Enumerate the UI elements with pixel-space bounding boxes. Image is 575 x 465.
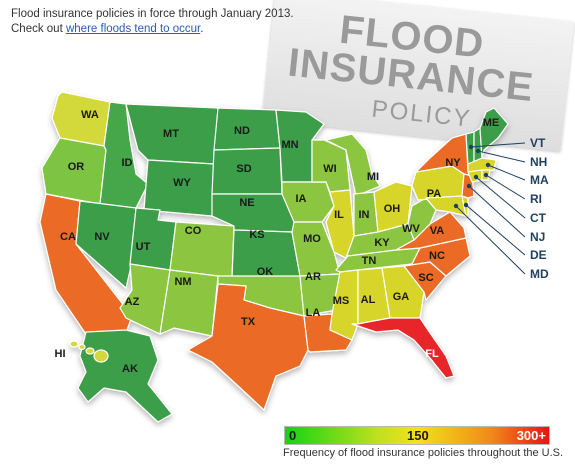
label-wa: WA xyxy=(81,109,99,121)
state-ak xyxy=(77,329,173,423)
label-mn: MN xyxy=(281,139,298,151)
state-mi xyxy=(325,133,381,197)
label-wi: WI xyxy=(323,163,336,175)
label-hi: HI xyxy=(55,348,66,360)
label-tx: TX xyxy=(241,316,256,328)
label-nd: ND xyxy=(234,125,250,137)
label-tn: TN xyxy=(362,255,377,267)
callout-nh: NH xyxy=(530,155,547,169)
state-fl xyxy=(351,317,455,379)
callout-ri: RI xyxy=(530,192,542,206)
callout-ct: CT xyxy=(530,211,547,225)
label-nv: NV xyxy=(94,231,110,243)
callout-vt: VT xyxy=(530,136,546,150)
legend-min-label: 0 xyxy=(289,428,297,443)
label-ky: KY xyxy=(374,237,390,249)
label-mi: MI xyxy=(367,171,379,183)
label-mt: MT xyxy=(163,128,179,140)
legend-color-scale: 0 150 300+ xyxy=(284,426,550,445)
state-id xyxy=(99,101,149,209)
label-pa: PA xyxy=(427,188,442,200)
label-il: IL xyxy=(334,209,344,221)
state-nm xyxy=(159,269,219,337)
label-wv: WV xyxy=(402,223,420,235)
label-ak: AK xyxy=(122,363,138,375)
label-ut: UT xyxy=(136,241,151,253)
state-hi xyxy=(69,340,109,363)
label-sd: SD xyxy=(236,163,251,175)
label-nm: NM xyxy=(174,276,191,288)
callout-nj: NJ xyxy=(530,230,545,244)
label-ca: CA xyxy=(60,231,76,243)
label-wy: WY xyxy=(173,177,191,189)
label-or: OR xyxy=(68,161,85,173)
label-nc: NC xyxy=(429,250,445,262)
label-ar: AR xyxy=(305,271,321,283)
callout-ma: MA xyxy=(530,173,549,187)
state-me xyxy=(479,107,509,159)
state-md xyxy=(425,195,467,217)
label-ok: OK xyxy=(257,266,274,278)
legend-max-label: 300+ xyxy=(516,428,546,443)
label-oh: OH xyxy=(384,203,401,215)
label-va: VA xyxy=(430,225,445,237)
legend-caption: Frequency of flood insurance policies th… xyxy=(283,447,564,459)
label-me: ME xyxy=(483,117,500,129)
label-ne: NE xyxy=(239,197,254,209)
state-ma xyxy=(467,157,497,173)
state-ut xyxy=(129,207,177,271)
label-az: AZ xyxy=(125,296,140,308)
label-in: IN xyxy=(359,209,370,221)
floods-occur-link[interactable]: where floods tend to occur xyxy=(65,23,201,35)
label-ia: IA xyxy=(296,193,307,205)
label-fl: FL xyxy=(425,348,439,360)
label-ms: MS xyxy=(333,295,350,307)
label-mo: MO xyxy=(303,233,321,245)
intro-line-2: Check out where floods tend to occur. xyxy=(11,22,294,37)
callout-de: DE xyxy=(530,248,547,262)
label-sc: SC xyxy=(418,272,433,284)
intro-text: Flood insurance policies in force throug… xyxy=(11,7,294,37)
label-al: AL xyxy=(361,294,376,306)
state-il xyxy=(325,189,355,259)
state-tx xyxy=(187,283,309,411)
intro-line-1: Flood insurance policies in force throug… xyxy=(11,8,294,20)
callout-md: MD xyxy=(530,267,549,281)
label-ks: KS xyxy=(249,229,264,241)
state-co xyxy=(169,221,235,279)
state-oh xyxy=(373,181,413,233)
state-nv xyxy=(75,200,137,289)
legend-mid-label: 150 xyxy=(407,428,429,443)
intro-prefix: Check out xyxy=(11,23,66,35)
intro-suffix: . xyxy=(200,23,204,35)
label-id: ID xyxy=(122,157,133,169)
label-co: CO xyxy=(185,225,202,237)
label-la: LA xyxy=(306,307,321,319)
label-ga: GA xyxy=(393,291,410,303)
label-ny: NY xyxy=(445,157,461,169)
